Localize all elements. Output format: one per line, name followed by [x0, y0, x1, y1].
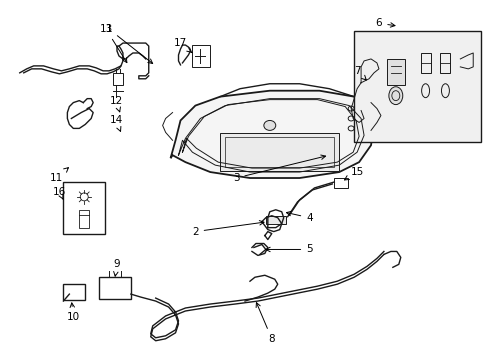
Text: 14: 14	[109, 116, 122, 131]
Text: 7: 7	[353, 66, 366, 80]
Text: 6: 6	[375, 18, 394, 28]
Text: 17: 17	[174, 38, 192, 53]
Bar	[192, 45, 210, 67]
Bar	[220, 133, 339, 171]
Bar	[334, 178, 347, 188]
Bar	[386, 59, 404, 85]
Bar	[420, 53, 429, 73]
Text: 4: 4	[286, 211, 312, 223]
Bar	[63, 182, 105, 234]
Bar	[353, 31, 480, 142]
Text: 10: 10	[67, 303, 80, 322]
Bar	[440, 53, 449, 73]
Ellipse shape	[388, 87, 402, 105]
Text: 15: 15	[344, 167, 363, 180]
Ellipse shape	[264, 121, 275, 130]
Bar	[99, 277, 131, 299]
Text: 13: 13	[99, 24, 126, 63]
Polygon shape	[170, 91, 373, 178]
Text: 3: 3	[232, 155, 325, 183]
Text: 9: 9	[113, 259, 120, 276]
Bar	[63, 284, 85, 300]
Bar	[265, 216, 285, 224]
Bar	[113, 73, 122, 85]
Text: 11: 11	[50, 168, 68, 183]
Bar	[79, 210, 89, 228]
Bar	[224, 137, 334, 167]
Text: 1: 1	[105, 24, 152, 63]
Text: 16: 16	[53, 187, 66, 200]
Text: 2: 2	[192, 221, 264, 237]
Text: 8: 8	[256, 303, 275, 344]
Text: 5: 5	[265, 244, 312, 255]
Text: 12: 12	[109, 96, 122, 112]
